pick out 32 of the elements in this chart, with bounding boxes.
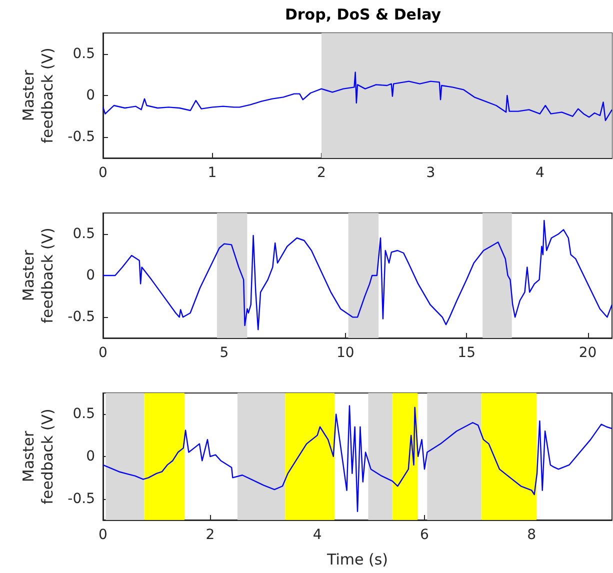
y-tick-label: 0.5 xyxy=(72,406,95,422)
y-axis-title: Master feedback (V) xyxy=(19,48,56,144)
x-tick-label: 5 xyxy=(220,345,229,361)
line-series xyxy=(102,405,613,512)
y-tick-label: 0 xyxy=(86,88,95,104)
y-tick-label: 0.5 xyxy=(72,226,95,242)
x-tick-label: 8 xyxy=(527,527,536,543)
y-tick-label: 0 xyxy=(86,448,95,464)
x-tick-label: 4 xyxy=(535,165,544,181)
line-series xyxy=(102,72,613,122)
x-tick-label: 3 xyxy=(426,165,436,181)
x-tick-label: 2 xyxy=(206,527,215,543)
x-tick-label: 2 xyxy=(316,165,326,181)
y-tick-label: 0 xyxy=(86,268,95,284)
y-axis-title: Master feedback (V) xyxy=(19,228,56,324)
x-tick-label: 0 xyxy=(98,527,108,543)
x-tick-label: 1 xyxy=(208,165,217,181)
x-tick-label: 6 xyxy=(420,527,430,543)
y-tick-label: -0.5 xyxy=(68,490,95,507)
x-tick-label: 4 xyxy=(312,527,322,543)
x-tick-label: 20 xyxy=(578,345,597,361)
y-axis-title: Master feedback (V) xyxy=(19,408,56,504)
chart-title: Drop, DoS & Delay xyxy=(284,6,442,24)
y-tick-label: 0.5 xyxy=(72,46,95,62)
line-series xyxy=(102,220,613,330)
x-tick-label: 0 xyxy=(98,345,108,361)
x-axis-title: Time (s) xyxy=(326,550,388,568)
x-tick-label: 0 xyxy=(98,165,108,181)
x-tick-label: 15 xyxy=(458,345,476,361)
x-tick-label: 10 xyxy=(336,345,354,361)
y-tick-label: -0.5 xyxy=(68,129,95,146)
y-tick-label: -0.5 xyxy=(68,309,95,326)
